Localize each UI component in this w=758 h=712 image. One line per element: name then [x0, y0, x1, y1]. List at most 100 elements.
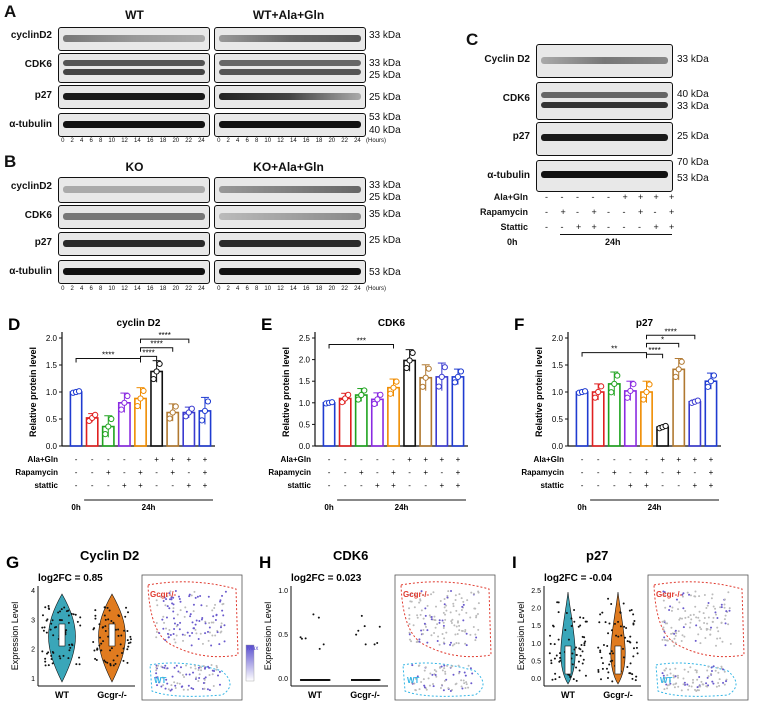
- tsne-cell: [197, 669, 200, 672]
- cell-point: [45, 631, 48, 634]
- tsne-cell: [155, 672, 158, 675]
- cell-point: [126, 648, 129, 651]
- treatment-mark: +: [186, 481, 191, 490]
- cell-point: [67, 621, 70, 624]
- treatment-mark: +: [709, 468, 714, 477]
- blot-a-wt-p27: [58, 85, 210, 109]
- tsne-cell: [174, 684, 177, 687]
- tsne-cell: [710, 666, 713, 669]
- blot-a-row-label: p27: [34, 90, 52, 101]
- blot-a-aa-p27: [214, 85, 366, 109]
- cell-point: [123, 629, 126, 632]
- tsne-cell: [203, 678, 206, 681]
- tsne-cell: [420, 680, 423, 683]
- tsne-cell: [199, 595, 202, 598]
- cell-point: [577, 625, 580, 628]
- treatment-mark: +: [644, 481, 649, 490]
- tsne-cell: [419, 599, 422, 602]
- tsne-cell: [418, 638, 421, 641]
- knockout-label: Gcgr-/-: [403, 590, 430, 599]
- tsne-cell: [160, 665, 163, 668]
- data-point: [409, 349, 416, 357]
- cell-point: [106, 606, 109, 609]
- cell-point: [611, 659, 614, 662]
- data-point: [134, 402, 141, 410]
- bar: [354, 394, 368, 447]
- tsne-cell: [678, 618, 681, 621]
- tsne-cell: [695, 671, 698, 674]
- cell-point: [623, 625, 626, 628]
- tsne-cell: [694, 605, 697, 608]
- tsne-cell: [470, 682, 473, 685]
- cell-point: [70, 643, 73, 646]
- cell-point: [47, 664, 50, 667]
- tsne-cell: [423, 684, 426, 687]
- tsne-cell: [475, 616, 478, 619]
- y-tick-label: 0.5: [278, 632, 288, 639]
- y-tick-label: 2.5: [531, 588, 541, 595]
- tsne-cell: [413, 606, 416, 609]
- panel-label: D: [8, 315, 20, 334]
- tsne-cell: [698, 610, 701, 613]
- tsne-cell: [674, 634, 677, 637]
- timepoint-label: 0: [217, 138, 221, 144]
- cell-point: [53, 626, 56, 629]
- log2fc-stat: log2FC = 0.023: [291, 573, 362, 584]
- tsne-cell: [182, 639, 185, 642]
- treatment-label: Rapamycin: [479, 207, 528, 217]
- tsne-cell: [666, 622, 669, 625]
- tsne-cell: [454, 594, 457, 597]
- treatment-mark: +: [407, 455, 412, 464]
- kda-marker: 33 kDa: [677, 101, 709, 112]
- tsne-cell: [673, 637, 676, 640]
- tsne-cell: [456, 633, 459, 636]
- tsne-cell: [194, 664, 197, 667]
- tsne-cell: [217, 674, 220, 677]
- blot-b-timepoints-ko: 0 2 4 6 8 10 12 14 16 18 20 22 24: [58, 286, 208, 292]
- cell-point: [41, 626, 44, 629]
- cell-point: [619, 625, 622, 628]
- cell-point: [360, 614, 363, 617]
- tsne-cell: [204, 620, 207, 623]
- y-tick-label: 0.0: [552, 442, 564, 451]
- timepoint-label: 10: [264, 286, 272, 292]
- cell-point: [551, 678, 554, 681]
- significance-bracket: [140, 347, 174, 352]
- tsne-cell: [471, 672, 474, 675]
- violin-shape: [560, 591, 576, 685]
- cell-point: [106, 661, 109, 664]
- blot-a-aa-tubulin: [214, 113, 366, 137]
- tsne-cell: [436, 623, 439, 626]
- treatment-mark: -: [629, 468, 632, 477]
- timepoint-label: 18: [315, 286, 323, 292]
- tsne-cell: [208, 631, 211, 634]
- y-tick-label: 1.0: [299, 399, 311, 408]
- cell-point: [102, 626, 105, 629]
- tsne-cell: [442, 611, 445, 614]
- cell-point: [557, 611, 560, 614]
- cell-point: [94, 614, 97, 617]
- tsne-cell: [212, 621, 215, 624]
- tsne-cell: [696, 678, 699, 681]
- data-point: [640, 396, 647, 403]
- tsne-cell: [204, 676, 207, 679]
- tsne-cell: [158, 632, 161, 635]
- tsne-cell: [170, 688, 173, 691]
- treatment-mark: -: [581, 468, 584, 477]
- tsne-cell: [707, 602, 710, 605]
- y-axis-label: Relative protein level: [281, 347, 291, 437]
- cell-point: [632, 622, 635, 625]
- tsne-cell: [469, 633, 472, 636]
- tsne-cell: [433, 615, 436, 618]
- timepoint-label: 0: [61, 286, 65, 292]
- tsne-cell: [662, 674, 665, 677]
- data-point: [624, 394, 631, 401]
- cell-point: [376, 641, 379, 644]
- tsne-cell: [664, 676, 667, 679]
- cell-point: [599, 613, 602, 616]
- tsne-cell: [718, 684, 721, 687]
- cell-point: [624, 636, 627, 639]
- treatment-mark: +: [638, 192, 644, 202]
- tsne-cell: [727, 623, 730, 626]
- kda-marker: 25 kDa: [677, 131, 709, 142]
